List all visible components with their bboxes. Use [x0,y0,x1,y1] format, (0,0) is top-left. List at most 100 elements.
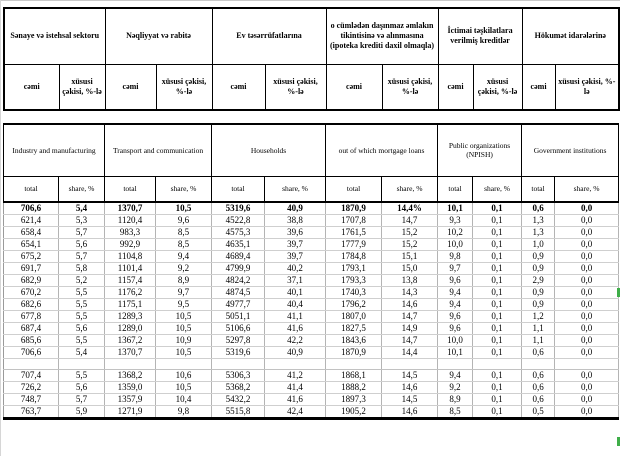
data-cell: 1357,9 [104,393,156,406]
data-cell: 0,6 [521,369,556,382]
data-cell: 0,9 [521,286,556,299]
table-row: 687,4 5,6 1289,0 10,5 5106,6 41,6 1827,5 14,9 9,… [3,322,620,335]
data-cell: 2,9 [521,274,556,287]
data-cell: 677,8 [3,310,59,323]
data-cell: 0,0 [554,214,620,227]
col-group-industry-en: Industry and manufacturing [3,123,105,177]
data-cell: 0,1 [472,274,523,287]
data-cell: 0,9 [521,262,556,275]
data-cell: 9,8 [155,405,213,420]
data-cell [472,358,523,370]
data-cell: 1905,2 [325,405,383,420]
table-row: 658,4 5,7 983,3 8,5 4575,3 39,6 1761,5 15,2 10,2… [3,226,620,239]
col-group-public-orgs-az: İctimai təşkilatlara verilmiş kreditlər [437,7,523,65]
table-row: 670,2 5,5 1176,2 9,7 4874,5 40,1 1740,3 14,3 9,4… [3,286,620,299]
data-cell: 9,6 [155,214,213,227]
data-cell: 1740,3 [325,286,383,299]
data-cell: 5306,3 [211,369,266,382]
data-cell: 654,1 [3,238,59,251]
data-cell: 0,0 [554,286,620,299]
data-cell: 5,5 [58,369,105,382]
data-cell: 10,5 [155,310,213,323]
data-cell: 14,4 [381,346,439,359]
data-cell: 5,4 [58,346,105,359]
data-cell: 5,7 [58,250,105,263]
data-cell: 9,4 [155,250,213,263]
data-cell: 1761,5 [325,226,383,239]
data-cell [211,358,266,370]
data-cell: 14,5 [381,369,439,382]
data-cell: 38,8 [264,214,327,227]
data-cell: 5,7 [58,226,105,239]
data-cell: 8,5 [155,238,213,251]
data-cell: 1120,4 [104,214,156,227]
data-cell: 1104,8 [104,250,156,263]
data-cell: 0,1 [472,238,523,251]
data-cell: 10,5 [155,381,213,394]
data-cell: 14,6 [381,298,439,311]
col-group-government-en: Government institutions [521,123,620,177]
data-cell: 0,9 [521,250,556,263]
data-cell: 1271,9 [104,405,156,420]
data-cell: 41,4 [264,381,327,394]
data-cell: 41,1 [264,310,327,323]
data-cell: 5,2 [58,274,105,287]
data-cell: 0,1 [472,262,523,275]
data-cell: 0,1 [472,310,523,323]
data-cell: 1367,2 [104,334,156,347]
data-cell: 0,0 [554,405,620,420]
data-cell: 9,7 [155,286,213,299]
subheader-share-az: xüsusi çəkisi, %-lə [155,63,213,111]
data-cell: 14,7 [381,310,439,323]
col-group-government-az: Hökumət idarələrinə [521,7,620,65]
data-cell: 5319,6 [211,346,266,359]
data-cell: 0,6 [521,346,556,359]
data-cell: 1176,2 [104,286,156,299]
data-cell: 658,4 [3,226,59,239]
data-cell: 726,2 [3,381,59,394]
data-cell: 1157,4 [104,274,156,287]
data-cell: 42,4 [264,405,327,420]
data-cell: 9,6 [437,322,474,335]
data-cell: 0,0 [554,381,620,394]
data-cell: 5368,2 [211,381,266,394]
data-cell: 5,5 [58,310,105,323]
data-cell: 9,6 [437,310,474,323]
data-cell: 9,2 [155,262,213,275]
data-cell: 706,6 [3,346,59,359]
data-cell: 5106,6 [211,322,266,335]
data-cell: 1370,7 [104,202,156,215]
data-cell: 5297,8 [211,334,266,347]
data-cell: 9,4 [437,298,474,311]
data-cell: 682,6 [3,298,59,311]
subheader-share-en: share, % [554,175,620,203]
data-cell: 1807,0 [325,310,383,323]
data-cell: 14,7 [381,214,439,227]
data-cell: 4635,1 [211,238,266,251]
data-cell [155,358,213,370]
header-table-az: Sənaye və istehsal sektoru Nəqliyyat və … [3,7,620,111]
data-cell: 1,1 [521,334,556,347]
data-cell: 10,5 [155,346,213,359]
data-cell: 706,6 [3,202,59,215]
data-cell: 39,7 [264,238,327,251]
data-cell: 4799,9 [211,262,266,275]
subheader-share-az: xüsusi çəkisi, %-lə [264,63,327,111]
data-cell: 9,4 [437,286,474,299]
data-cell: 0,0 [554,238,620,251]
data-cell: 5432,2 [211,393,266,406]
data-cell: 5,6 [58,238,105,251]
data-cell: 1,2 [521,310,556,323]
subheader-share-az: xüsusi çəkisi, %-lə [58,63,106,111]
data-cell: 40,9 [264,202,327,215]
data-cell: 14,9 [381,322,439,335]
data-cell: 9,2 [437,381,474,394]
table-row: 675,2 5,7 1104,8 9,4 4689,4 39,7 1784,8 15,1 9,8… [3,250,620,263]
data-cell: 0,6 [521,202,556,215]
table-row: 706,6 5,4 1370,7 10,5 5319,6 40,9 1870,9 14,4 10… [3,346,620,359]
data-cell: 0,1 [472,322,523,335]
data-cell: 1793,1 [325,262,383,275]
table-row: 621,4 5,3 1120,4 9,6 4522,8 38,8 1707,8 14,7 9,3… [3,214,620,227]
data-cell: 14,5 [381,393,439,406]
